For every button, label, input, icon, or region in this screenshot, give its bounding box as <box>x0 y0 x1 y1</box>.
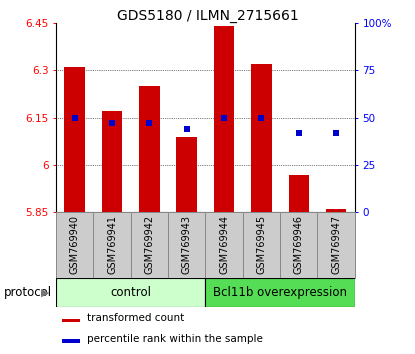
Bar <box>56 212 93 278</box>
Text: protocol: protocol <box>4 286 52 299</box>
Text: GSM769940: GSM769940 <box>70 215 80 274</box>
Bar <box>168 212 205 278</box>
Bar <box>326 209 347 212</box>
Text: GSM769941: GSM769941 <box>107 215 117 274</box>
Bar <box>251 64 272 212</box>
Bar <box>139 86 160 212</box>
Bar <box>205 278 355 307</box>
Text: GSM769946: GSM769946 <box>294 215 304 274</box>
Text: GSM769945: GSM769945 <box>256 215 266 274</box>
Text: percentile rank within the sample: percentile rank within the sample <box>88 334 263 344</box>
Bar <box>288 175 309 212</box>
Text: GSM769947: GSM769947 <box>331 215 341 274</box>
Bar <box>62 339 80 343</box>
Text: control: control <box>110 286 151 299</box>
Bar <box>243 212 280 278</box>
Bar <box>56 278 205 307</box>
Text: GSM769943: GSM769943 <box>182 215 192 274</box>
Bar <box>62 319 80 322</box>
Text: GSM769942: GSM769942 <box>144 215 154 274</box>
Text: transformed count: transformed count <box>88 313 185 323</box>
Bar <box>205 212 243 278</box>
Bar <box>102 112 122 212</box>
Text: GDS5180 / ILMN_2715661: GDS5180 / ILMN_2715661 <box>117 9 298 23</box>
Text: Bcl11b overexpression: Bcl11b overexpression <box>213 286 347 299</box>
Bar <box>280 212 317 278</box>
Bar <box>93 212 131 278</box>
Bar <box>131 212 168 278</box>
Bar <box>176 137 197 212</box>
Bar <box>317 212 355 278</box>
Text: ▶: ▶ <box>42 287 50 297</box>
Text: GSM769944: GSM769944 <box>219 215 229 274</box>
Bar <box>64 67 85 212</box>
Bar <box>214 26 234 212</box>
